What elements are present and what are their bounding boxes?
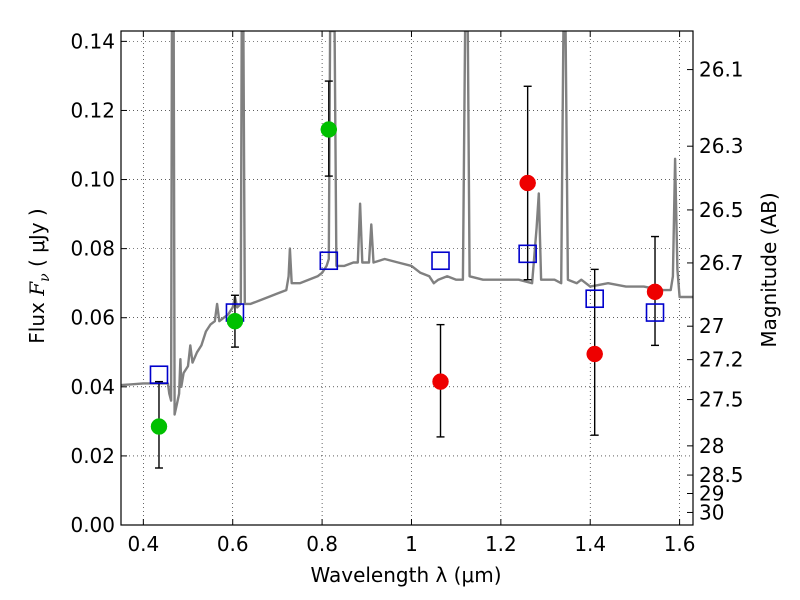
x-axis-ticks: 0.4 0.6 0.8 1 1.2 1.4 1.6 bbox=[127, 31, 696, 556]
y-tick-label: 0.04 bbox=[70, 375, 115, 399]
x-tick-label: 0.8 bbox=[306, 532, 338, 556]
detection-points bbox=[150, 121, 664, 435]
x-tick-label: 1.6 bbox=[664, 532, 696, 556]
detection-point bbox=[150, 418, 168, 435]
model-square-point bbox=[645, 303, 665, 322]
x-tick-label: 1.2 bbox=[485, 532, 517, 556]
detection-point bbox=[320, 121, 338, 138]
model-square-point bbox=[585, 289, 604, 309]
right-tick-label: 29 bbox=[699, 481, 724, 505]
x-tick-label: 1.4 bbox=[574, 532, 606, 556]
y-axis-title: Flux Fν ( μJy ) bbox=[25, 208, 53, 343]
spectrum-line bbox=[121, 31, 693, 416]
right-tick-label: 26.5 bbox=[699, 198, 744, 222]
detection-point bbox=[432, 373, 449, 390]
y-tick-label: 0.10 bbox=[70, 168, 115, 192]
right-axis-title: Magnitude (AB) bbox=[757, 192, 781, 347]
y-axis-title-subscript: ν bbox=[37, 273, 53, 282]
right-tick-label: 28 bbox=[699, 434, 724, 458]
model-square-point bbox=[518, 244, 537, 264]
x-tick-label: 0.6 bbox=[217, 532, 249, 556]
y-axis-title-prefix: Flux bbox=[25, 296, 49, 344]
right-tick-label: 26.3 bbox=[699, 134, 744, 158]
plot-frame bbox=[120, 30, 694, 526]
right-tick-label: 26.7 bbox=[699, 251, 744, 275]
right-tick-label: 28.5 bbox=[699, 463, 744, 487]
x-tick-label: 1 bbox=[405, 532, 418, 556]
y-tick-label: 0.00 bbox=[70, 513, 115, 537]
spectrum-layer bbox=[121, 31, 693, 416]
x-tick-label: 0.4 bbox=[127, 532, 159, 556]
y-tick-label: 0.12 bbox=[70, 98, 115, 122]
y-axis-title-symbol: F bbox=[25, 281, 49, 297]
x-axis-title: Wavelength λ (μm) bbox=[310, 563, 501, 587]
right-tick-label: 30 bbox=[699, 500, 724, 524]
model-square-point bbox=[431, 251, 450, 271]
detection-point bbox=[646, 283, 664, 301]
y-axis-title-suffix: ( μJy ) bbox=[25, 208, 49, 273]
right-tick-label: 26.1 bbox=[699, 58, 744, 82]
detection-point bbox=[519, 174, 536, 192]
right-tick-label: 27 bbox=[699, 314, 724, 338]
error-bars bbox=[154, 80, 660, 469]
right-tick-label: 27.2 bbox=[699, 348, 744, 372]
y-tick-label: 0.14 bbox=[70, 29, 115, 53]
y-axis-ticks: 0.00 0.02 0.04 0.06 0.08 0.10 0.12 0.14 bbox=[70, 29, 127, 537]
y-tick-label: 0.06 bbox=[70, 306, 115, 330]
model-square-point bbox=[149, 365, 169, 385]
y-tick-label: 0.08 bbox=[70, 237, 115, 261]
grid-lines bbox=[121, 31, 693, 526]
model-square-point bbox=[319, 251, 339, 271]
right-tick-label: 27.5 bbox=[699, 388, 744, 412]
detection-point bbox=[226, 312, 244, 330]
detection-point bbox=[586, 345, 603, 363]
y-tick-label: 0.02 bbox=[70, 444, 115, 468]
